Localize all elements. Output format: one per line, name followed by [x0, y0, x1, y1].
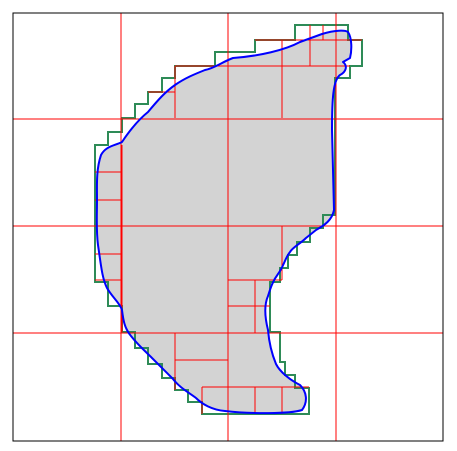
fine-cell-lines	[95, 25, 362, 414]
diagram-frame	[12, 12, 444, 442]
coarse-grid	[13, 13, 443, 441]
boundary-curve	[95, 29, 353, 415]
region-fill	[96, 30, 352, 414]
boundary-cells-outline	[94, 24, 363, 415]
